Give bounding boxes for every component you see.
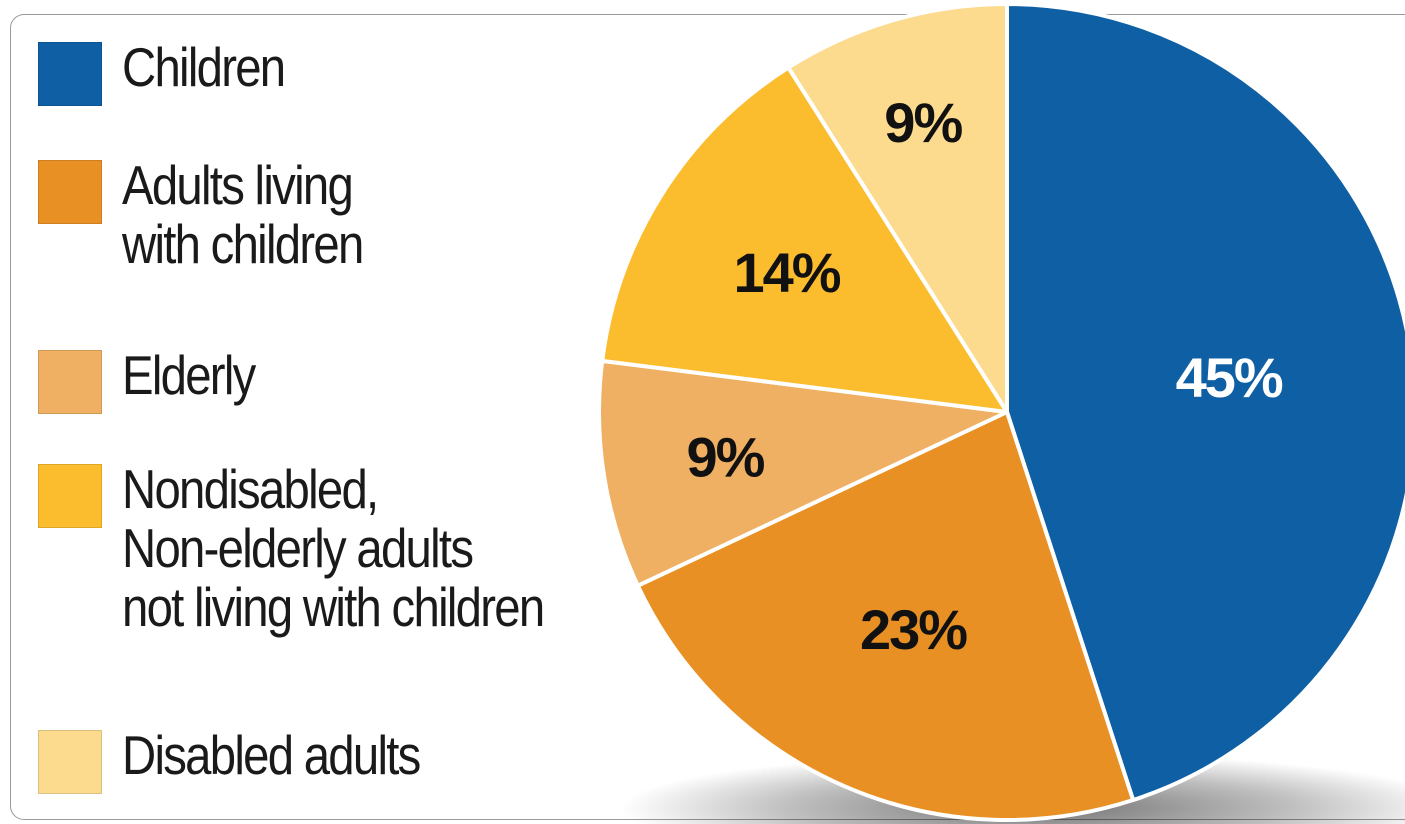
legend-swatch-nondisabled-adults xyxy=(38,464,102,528)
legend-label-disabled-adults: Disabled adults xyxy=(122,724,421,786)
pie-slices xyxy=(597,2,1405,822)
legend-swatch-children xyxy=(38,42,102,106)
legend-item-adults-with-children: Adults living with children xyxy=(38,156,402,274)
legend-label-nondisabled-adults: Nondisabled, Non-elderly adults not livi… xyxy=(122,458,545,638)
legend-swatch-adults-with-children xyxy=(38,160,102,224)
pie-slice-adults-with-children xyxy=(635,410,1136,822)
pie-slice-elderly xyxy=(597,358,1009,588)
legend-label-children: Children xyxy=(122,36,286,98)
pie-slice-disabled-adults xyxy=(786,2,1009,414)
legend-swatch-elderly xyxy=(38,350,102,414)
legend-swatch-disabled-adults xyxy=(38,730,102,794)
pie-slice-labels: 45% 23% 9% 14% 9% xyxy=(686,91,1284,661)
pie-slice-children xyxy=(1005,2,1405,803)
legend-item-elderly: Elderly xyxy=(38,346,276,414)
pie-label-elderly: 9% xyxy=(686,426,764,489)
pie-slice-nondisabled-adults xyxy=(600,65,1009,414)
legend-label-adults-with-children: Adults living with children xyxy=(122,154,364,275)
legend-item-children: Children xyxy=(38,38,311,106)
pie-label-disabled-adults: 9% xyxy=(884,91,962,154)
legend-item-nondisabled-adults: Nondisabled, Non-elderly adults not livi… xyxy=(38,460,612,637)
legend-label-elderly: Elderly xyxy=(122,344,256,406)
pie-label-children: 45% xyxy=(1176,346,1283,409)
pie-label-adults-with-children: 23% xyxy=(860,598,967,661)
legend-item-disabled-adults: Disabled adults xyxy=(38,726,468,794)
pie-label-nondisabled-adults: 14% xyxy=(733,241,840,304)
